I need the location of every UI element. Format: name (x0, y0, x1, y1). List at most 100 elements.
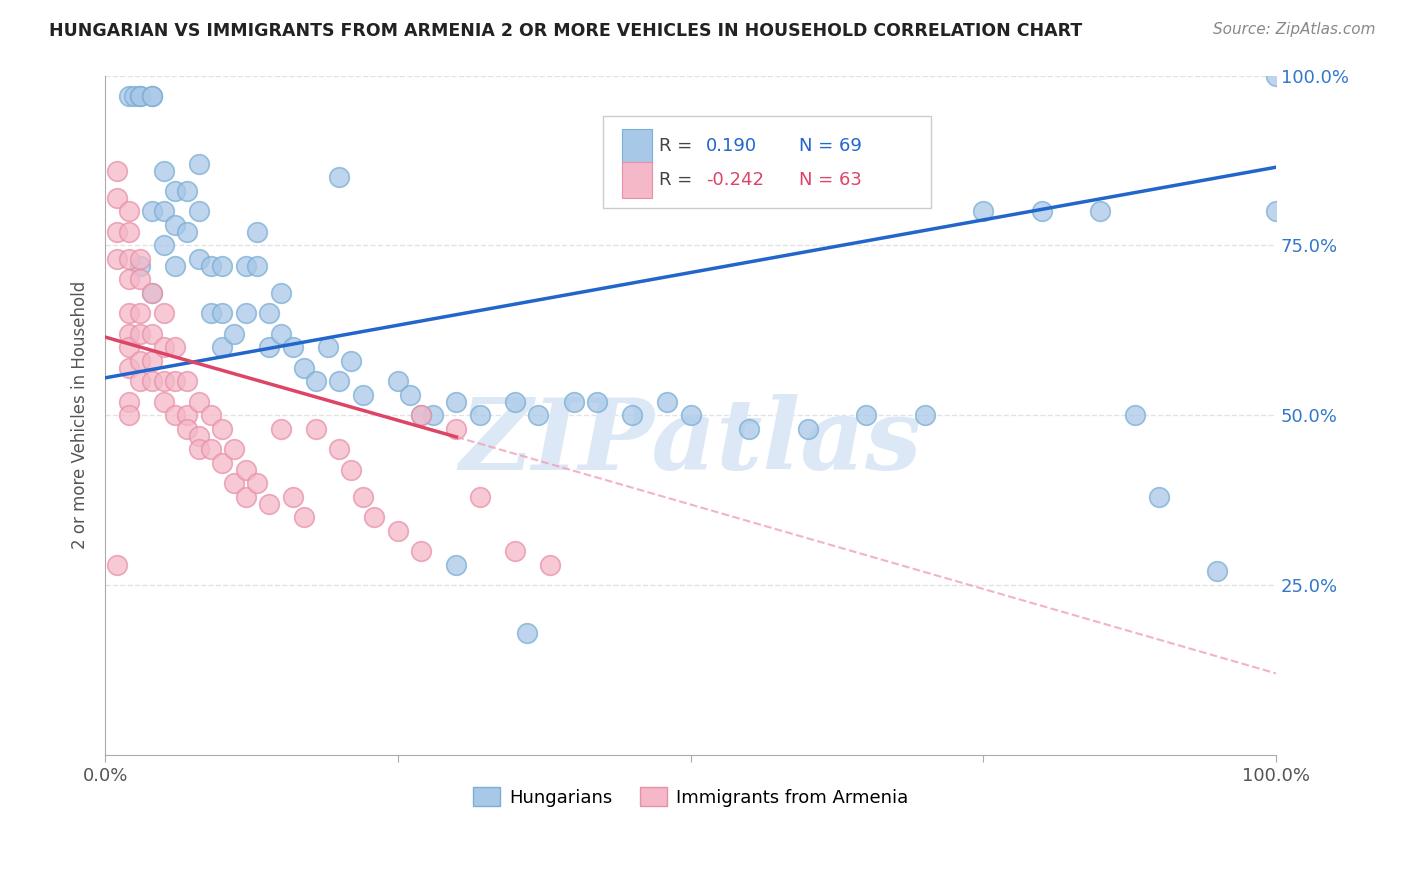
Point (141, 285, 163, 300)
Point (165, 259, 187, 273)
Point (257, 496, 280, 510)
Point (152, 163, 174, 178)
Point (176, 184, 198, 198)
Point (117, 225, 139, 239)
Point (152, 394, 174, 409)
Point (117, 306, 139, 320)
Point (129, 326, 152, 341)
Point (211, 340, 233, 354)
Point (235, 306, 257, 320)
Point (352, 490, 374, 504)
Point (105, 163, 128, 178)
FancyBboxPatch shape (603, 116, 931, 208)
Point (411, 408, 433, 422)
Point (270, 285, 292, 300)
Point (211, 306, 233, 320)
Point (246, 225, 269, 239)
Point (141, 354, 163, 368)
Text: R =: R = (659, 171, 692, 189)
Point (211, 422, 233, 436)
FancyBboxPatch shape (621, 162, 652, 198)
Text: ZIPatlas: ZIPatlas (460, 394, 922, 491)
Point (176, 374, 198, 388)
Y-axis label: 2 or more Vehicles in Household: 2 or more Vehicles in Household (72, 281, 89, 549)
Point (972, 204, 994, 219)
Point (129, 306, 152, 320)
Point (176, 225, 198, 239)
Point (411, 544, 433, 558)
Point (281, 340, 304, 354)
Point (503, 394, 526, 409)
Point (292, 510, 315, 524)
Point (328, 442, 350, 457)
Point (257, 306, 280, 320)
Point (187, 394, 209, 409)
Point (340, 354, 363, 368)
Point (446, 558, 468, 572)
Point (270, 326, 292, 341)
Point (516, 625, 538, 640)
Point (152, 238, 174, 252)
Point (152, 340, 174, 354)
Point (141, 89, 163, 103)
Point (141, 374, 163, 388)
Point (117, 408, 139, 422)
Point (292, 360, 315, 375)
Point (141, 204, 163, 219)
Point (211, 259, 233, 273)
Point (129, 374, 152, 388)
Text: Source: ZipAtlas.com: Source: ZipAtlas.com (1212, 22, 1375, 37)
Point (165, 340, 187, 354)
Point (914, 408, 936, 422)
Point (411, 408, 433, 422)
Point (152, 306, 174, 320)
Point (446, 422, 468, 436)
Point (117, 394, 139, 409)
Point (141, 285, 163, 300)
Text: HUNGARIAN VS IMMIGRANTS FROM ARMENIA 2 OR MORE VEHICLES IN HOUSEHOLD CORRELATION: HUNGARIAN VS IMMIGRANTS FROM ARMENIA 2 O… (49, 22, 1083, 40)
Point (235, 490, 257, 504)
Point (235, 462, 257, 476)
Point (129, 259, 152, 273)
Point (246, 259, 269, 273)
Point (141, 326, 163, 341)
Point (257, 340, 280, 354)
Point (503, 544, 526, 558)
Point (328, 170, 350, 185)
FancyBboxPatch shape (621, 128, 652, 164)
Point (1206, 565, 1229, 579)
Point (129, 89, 152, 103)
Point (1031, 204, 1053, 219)
Point (141, 89, 163, 103)
Point (129, 252, 152, 266)
Point (176, 408, 198, 422)
Point (328, 374, 350, 388)
Point (316, 340, 339, 354)
Point (105, 252, 128, 266)
Point (187, 204, 209, 219)
Point (176, 422, 198, 436)
Point (105, 558, 128, 572)
Point (117, 272, 139, 286)
Point (352, 388, 374, 402)
Point (246, 476, 269, 491)
Point (117, 326, 139, 341)
Point (305, 374, 328, 388)
Point (398, 388, 420, 402)
Point (855, 408, 877, 422)
Point (235, 259, 257, 273)
Point (270, 422, 292, 436)
Point (222, 442, 245, 457)
Point (222, 476, 245, 491)
Point (363, 510, 385, 524)
Point (117, 340, 139, 354)
Point (738, 422, 761, 436)
Point (165, 184, 187, 198)
Point (796, 422, 818, 436)
Point (187, 157, 209, 171)
Text: 0.190: 0.190 (706, 137, 756, 155)
Point (211, 456, 233, 470)
Point (1147, 490, 1170, 504)
Point (117, 360, 139, 375)
Text: N = 63: N = 63 (800, 171, 862, 189)
